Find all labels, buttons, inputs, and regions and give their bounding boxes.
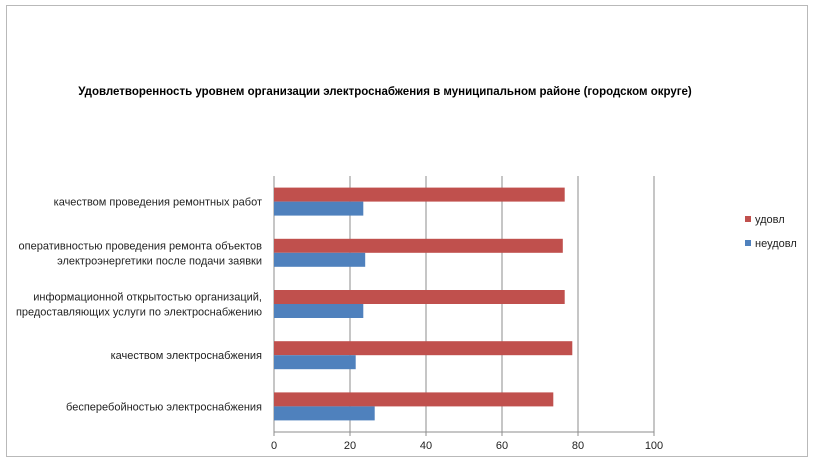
category-label: качеством проведения ремонтных работ bbox=[54, 197, 262, 209]
bar-неудовл bbox=[274, 201, 364, 216]
bar-удовл bbox=[274, 187, 565, 202]
legend-swatch bbox=[745, 216, 751, 222]
x-tick-label: 60 bbox=[496, 440, 508, 452]
category-label: оперативностью проведения ремонта объект… bbox=[19, 240, 263, 252]
x-tick-label: 100 bbox=[645, 440, 663, 452]
bar-неудовл bbox=[274, 406, 375, 421]
category-label: предоставляющих услуги по электроснабжен… bbox=[16, 307, 262, 319]
x-tick-label: 80 bbox=[572, 440, 584, 452]
bar-удовл bbox=[274, 290, 565, 304]
bar-удовл bbox=[274, 238, 563, 253]
legend-label: неудовл bbox=[755, 238, 797, 250]
x-tick-label: 20 bbox=[344, 440, 356, 452]
bar-неудовл bbox=[274, 252, 366, 267]
category-label: бесперебойностью электроснабжения bbox=[66, 401, 262, 413]
legend-label: удовл bbox=[755, 214, 785, 226]
bar-удовл bbox=[274, 341, 573, 356]
category-label: информационной открытостью организаций, bbox=[33, 292, 262, 304]
bar-неудовл bbox=[274, 304, 364, 318]
category-label: электроэнергетики после подачи заявки bbox=[57, 255, 262, 267]
legend-swatch bbox=[745, 240, 751, 246]
bar-удовл bbox=[274, 392, 554, 407]
chart-title: Удовлетворенность уровнем организации эл… bbox=[78, 86, 692, 98]
chart-frame bbox=[6, 5, 808, 457]
category-label: качеством электроснабжения bbox=[111, 350, 262, 362]
x-tick-label: 0 bbox=[271, 440, 277, 452]
bar-неудовл bbox=[274, 355, 356, 370]
x-tick-label: 40 bbox=[420, 440, 432, 452]
